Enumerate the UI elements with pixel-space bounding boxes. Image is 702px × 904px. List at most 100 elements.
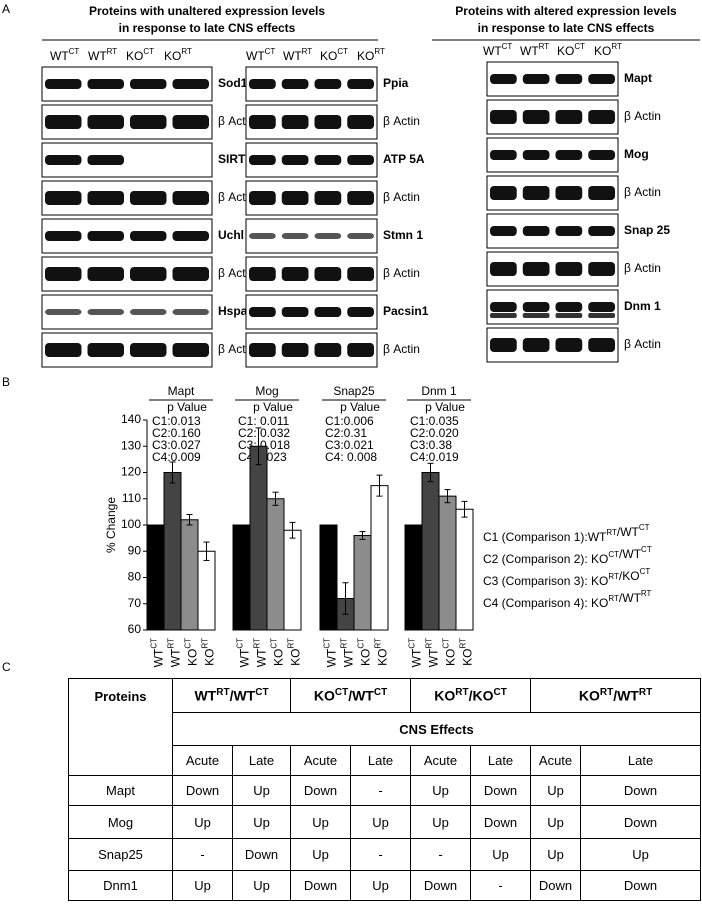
comparison-legend: C1 (Comparison 1):WTRT/WTCT — [483, 523, 650, 544]
superscript: RT — [608, 594, 619, 603]
text-part: /WT — [617, 525, 640, 539]
section-heading: Proteins with unaltered expression level… — [89, 4, 325, 18]
bar — [146, 524, 165, 631]
blot-band — [490, 186, 517, 200]
data-row: Snap25- Down Up - - Up Up Up — [68, 838, 702, 871]
blot-band — [87, 115, 124, 129]
text-part: C2 (Comparison 2): KO — [483, 552, 608, 566]
blot-band — [555, 302, 583, 312]
section-heading: in response to late CNS effects — [119, 21, 296, 35]
y-tick-label: 70 — [128, 596, 142, 610]
p-value: C1:0.006 — [325, 414, 374, 428]
text-part: /KO — [468, 687, 494, 704]
text-part: WT — [410, 648, 424, 667]
superscript: RT — [425, 638, 434, 649]
protein-label: Uchl 1 — [218, 228, 254, 242]
protein-label: Snap 25 — [624, 223, 670, 237]
table-body: Proteins WTRT/WTCT KOCT/WTCT KORT/KOCT KORT/… — [68, 678, 702, 901]
protein-cell: Snap25 — [68, 838, 173, 871]
direction-cell: Down — [580, 805, 702, 839]
y-axis-title: % Change — [104, 497, 118, 553]
category-label: Mog — [255, 384, 278, 398]
direction-cell: Up — [290, 805, 352, 839]
bar — [404, 524, 423, 631]
timepoint-header: Late — [470, 745, 532, 776]
x-tick-label: WTCT — [408, 638, 424, 667]
bar — [438, 495, 457, 631]
x-tick-label: WTCT — [236, 638, 252, 667]
blot-band — [130, 309, 167, 315]
blot-band — [281, 191, 309, 205]
blot-band — [490, 110, 517, 124]
superscript: CT — [373, 687, 388, 699]
comparison-header: KORT/WTRT — [530, 678, 702, 713]
blot-band — [45, 231, 82, 241]
direction-cell: Up — [231, 805, 292, 839]
superscript: CT — [143, 47, 154, 56]
text-part: WT — [483, 44, 502, 58]
loading-control-label: β Actin — [624, 185, 661, 199]
category-label: Dnm 1 — [421, 384, 457, 398]
blot-band — [45, 309, 82, 315]
blot-band — [249, 307, 276, 317]
bar — [249, 445, 268, 631]
p-value: C2:0.160 — [152, 426, 201, 440]
blot-band — [555, 186, 583, 200]
blot-band — [314, 79, 342, 89]
text-part: /WT — [619, 591, 642, 605]
section-heading: in response to late CNS effects — [478, 21, 655, 35]
superscript: RT — [374, 638, 383, 649]
category-label: Mapt — [168, 384, 195, 398]
direction-cell: Up — [410, 805, 472, 839]
p-value: C3:0.021 — [325, 438, 374, 452]
text-part: KO — [444, 649, 458, 666]
bar — [283, 529, 302, 631]
blot-band — [45, 155, 82, 165]
blot-band — [249, 115, 276, 129]
y-tick-label: 140 — [121, 412, 141, 426]
blot-band — [172, 267, 209, 281]
blot-band — [87, 343, 124, 357]
protein-cell: Mog — [68, 805, 173, 839]
comparison-legend: C2 (Comparison 2): KOCT/WTCT — [483, 545, 652, 566]
panel-label: C — [2, 660, 11, 674]
text-part: WT — [50, 49, 69, 63]
blot-band — [45, 343, 82, 357]
direction-cell: - — [410, 838, 472, 871]
bar — [163, 472, 182, 631]
blot-band — [45, 115, 82, 129]
bar — [266, 498, 285, 631]
text-part: KO — [203, 649, 217, 666]
blot-band — [87, 267, 124, 281]
blot-band — [555, 110, 583, 124]
text-part: WT — [152, 648, 166, 667]
direction-cell: Down — [290, 870, 352, 901]
direction-cell: Up — [530, 838, 582, 871]
superscript: CT — [493, 687, 507, 699]
summary-table: Proteins WTRT/WTCT KOCT/WTCT KORT/KOCT KORT/… — [68, 678, 702, 901]
comparison-header: KOCT/WTCT — [290, 678, 412, 713]
x-tick-label: WTRT — [253, 638, 269, 667]
blot-band — [347, 115, 374, 129]
blot-band — [490, 150, 517, 160]
blot-band — [249, 233, 276, 239]
bar — [197, 550, 216, 631]
blot-band — [522, 226, 550, 236]
superscript: RT — [107, 47, 118, 56]
blot-band — [130, 79, 167, 89]
direction-cell: - — [172, 838, 233, 871]
section-heading: Proteins with altered expression levels — [455, 4, 677, 18]
blot-band — [314, 155, 342, 165]
blot-band — [522, 338, 550, 352]
text-part: WT — [325, 648, 339, 667]
blot-band — [314, 307, 342, 317]
blot-band — [588, 313, 615, 318]
direction-cell: Up — [530, 775, 582, 806]
blot-band — [588, 74, 615, 84]
direction-cell: Up — [410, 775, 472, 806]
blot-band — [130, 191, 167, 205]
protein-cell: Mapt — [68, 775, 173, 806]
superscript: CT — [270, 638, 279, 649]
blot-band — [87, 231, 124, 241]
cns-row: CNS Effects — [69, 712, 702, 746]
